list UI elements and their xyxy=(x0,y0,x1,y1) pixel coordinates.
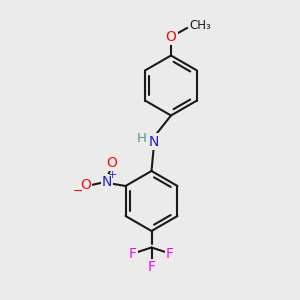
Text: N: N xyxy=(149,135,159,148)
Text: −: − xyxy=(73,185,83,198)
Text: N: N xyxy=(102,176,112,189)
Text: F: F xyxy=(166,247,174,261)
Text: H: H xyxy=(137,131,147,145)
Text: O: O xyxy=(106,156,117,170)
Text: CH₃: CH₃ xyxy=(190,19,211,32)
Text: O: O xyxy=(80,178,91,192)
Text: F: F xyxy=(148,260,155,274)
Text: O: O xyxy=(166,30,176,44)
Text: F: F xyxy=(129,247,137,261)
Text: +: + xyxy=(108,170,118,180)
